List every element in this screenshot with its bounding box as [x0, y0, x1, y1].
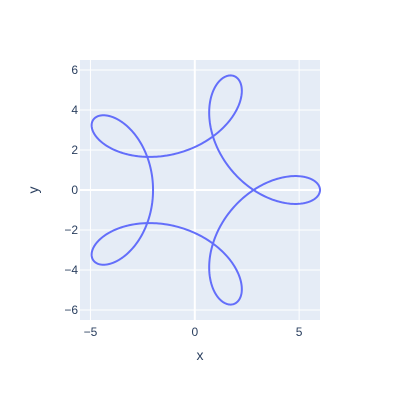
y-tick-label: 6 — [71, 63, 78, 77]
y-tick-label: 4 — [71, 103, 78, 117]
y-tick-label: 2 — [71, 143, 78, 157]
y-tick-label: 0 — [71, 183, 78, 197]
y-tick-label: −6 — [64, 303, 78, 317]
y-tick-label: −2 — [64, 223, 78, 237]
x-tick-labels: −5 0 5 — [84, 325, 303, 339]
x-axis-title: x — [197, 347, 204, 363]
y-tick-label: −4 — [64, 263, 78, 277]
x-tick-label: 5 — [296, 325, 303, 339]
x-tick-label: −5 — [84, 325, 98, 339]
y-axis-title: y — [25, 187, 41, 194]
x-tick-label: 0 — [191, 325, 198, 339]
y-tick-labels: −6 −4 −2 0 2 4 6 — [64, 63, 78, 317]
